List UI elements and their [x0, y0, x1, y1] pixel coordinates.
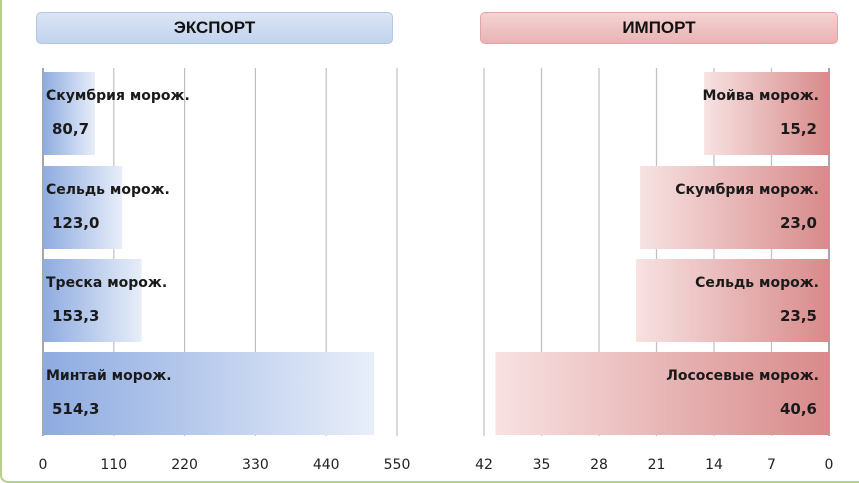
export-bar [43, 352, 375, 435]
import-tick-label: 7 [767, 457, 776, 473]
export-bar [43, 166, 123, 249]
import-bar-label: Лососевые морож. [666, 368, 819, 384]
import-tick-label: 42 [475, 457, 493, 473]
import-bar [640, 166, 829, 249]
import-bar [495, 352, 829, 435]
import-bar-value: 15,2 [780, 120, 817, 138]
export-tick-label: 0 [39, 457, 48, 473]
import-bar-label: Мойва морож. [703, 88, 820, 104]
import-tick-label: 28 [590, 457, 608, 473]
import-bar-value: 23,5 [780, 307, 817, 325]
import-tick-label: 14 [705, 457, 723, 473]
export-tick-label: 220 [171, 457, 198, 473]
export-bar [43, 72, 95, 155]
import-bar-value: 23,0 [780, 214, 817, 232]
export-bar [43, 259, 142, 342]
import-bar-value: 40,6 [780, 400, 817, 418]
export-tick-label: 110 [100, 457, 127, 473]
export-bar-label: Минтай морож. [46, 368, 172, 384]
import-bar [635, 259, 829, 342]
import-tick-label: 35 [533, 457, 551, 473]
export-bar-value: 514,3 [52, 400, 99, 418]
export-bar-label: Скумбрия морож. [46, 88, 190, 104]
export-tick-label: 440 [313, 457, 340, 473]
export-tick-label: 330 [242, 457, 269, 473]
export-bar-label: Треска морож. [46, 275, 167, 291]
export-bar-value: 123,0 [52, 214, 99, 232]
import-tick-label: 21 [648, 457, 666, 473]
import-bar-label: Скумбрия морож. [675, 182, 819, 198]
export-chart-title: ЭКСПОРТ [36, 12, 393, 44]
export-tick-label: 550 [384, 457, 411, 473]
export-bar-value: 80,7 [52, 120, 89, 138]
import-bar-label: Сельдь морож. [695, 275, 819, 291]
import-bar [704, 72, 829, 155]
import-tick-label: 0 [825, 457, 834, 473]
export-bar-value: 153,3 [52, 307, 99, 325]
import-chart: 42 35 28 21 14 7 0 Мойва морож. 15,2 Скумбрия мор… [475, 68, 833, 473]
export-bar-label: Сельдь морож. [46, 182, 170, 198]
export-chart: 0 110 220 330 440 550 Скумбрия морож. 80,7 Сельд… [39, 68, 411, 473]
import-chart-title: ИМПОРТ [480, 12, 838, 44]
